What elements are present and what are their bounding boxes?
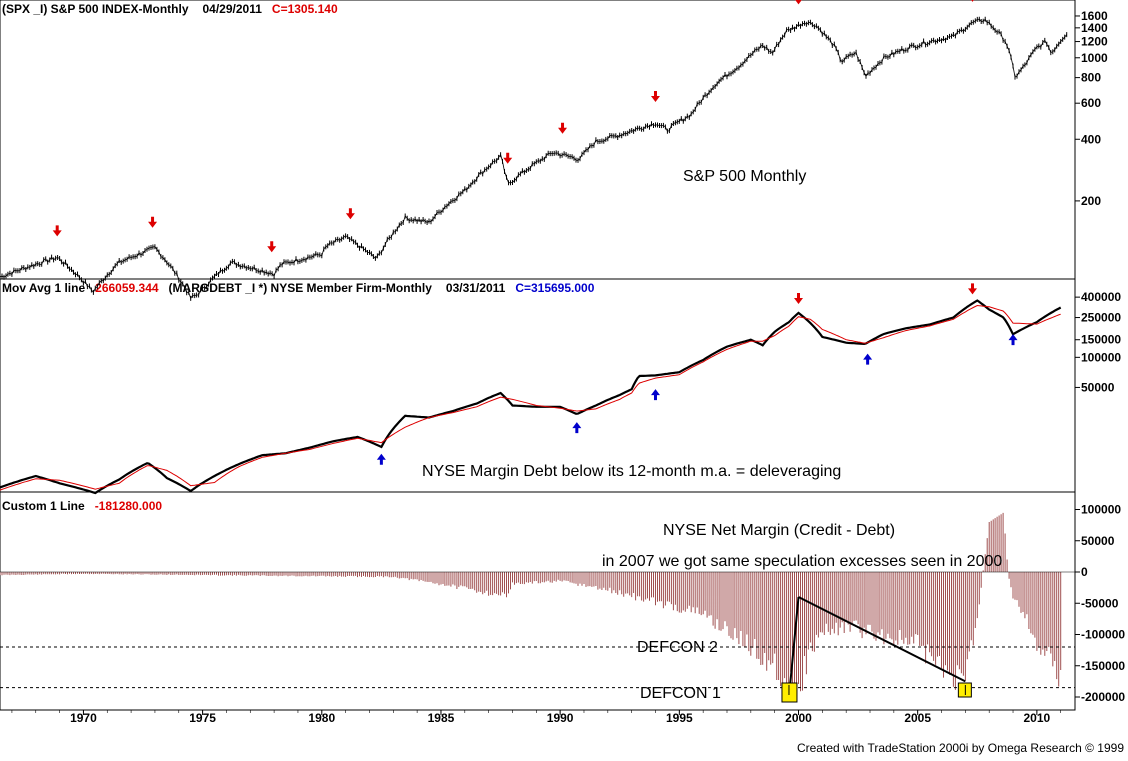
net-margin-y-tick-label: -50000 <box>1081 596 1119 610</box>
sp500-y-tick-label: 800 <box>1081 71 1101 85</box>
sp500-sell-arrow <box>52 225 62 237</box>
sp500-y-tick-label: 600 <box>1081 96 1101 110</box>
panel2-frame <box>0 278 1076 493</box>
margin-y-tick-label: 250000 <box>1081 311 1121 325</box>
net-margin-y-tick-label: 50000 <box>1081 534 1115 548</box>
sp500-sell-arrow <box>148 216 158 228</box>
sp500-y-tick-label: 1200 <box>1081 35 1108 49</box>
x-tick-label: 1990 <box>547 711 574 725</box>
margin-buy-arrow <box>650 389 660 401</box>
margin-y-tick-label: 50000 <box>1081 380 1115 394</box>
panel1-frame <box>0 0 1076 280</box>
sp500-sell-arrow <box>650 91 660 103</box>
margin-buy-arrow <box>863 353 873 365</box>
x-tick-label: 1995 <box>666 711 693 725</box>
sp500-sell-arrow <box>795 0 802 5</box>
defcon2-label: DEFCON 2 <box>637 639 718 656</box>
sp500-y-tick-label: 1000 <box>1081 51 1108 65</box>
panel3-plot: 100000 50000 0 -50000 -100000 -150000 -200000 <box>0 503 1125 704</box>
sp500-y-tick-label: 400 <box>1081 132 1101 146</box>
sp500-sell-arrow <box>345 208 355 220</box>
net-margin-y-tick-label: 0 <box>1081 565 1088 579</box>
sp500-y-tick-label: 1600 <box>1081 9 1108 23</box>
net-margin-y-tick-label: -200000 <box>1081 690 1125 704</box>
footer-credit: Created with TradeStation 2000i by Omega… <box>797 741 1124 755</box>
spike-line <box>787 596 800 698</box>
panel2-header: Mov Avg 1 line 266059.344 (MARGDEBT _I *) … <box>2 281 595 295</box>
margin-y-tick-label: 150000 <box>1081 333 1121 347</box>
sp500-sell-arrow <box>267 241 277 253</box>
margin-buy-arrow <box>572 422 582 434</box>
sp500-y-tick-label: 200 <box>1081 194 1101 208</box>
defcon1-label: DEFCON 1 <box>640 685 721 702</box>
margin-sell-arrow <box>794 292 804 304</box>
margin-debt-line <box>0 299 1062 495</box>
margin-y-tick-label: 100000 <box>1081 350 1121 364</box>
sp500-line <box>0 18 1068 300</box>
margin-sell-arrow <box>968 283 978 295</box>
x-tick-label: 1980 <box>308 711 335 725</box>
sp500-sell-arrow <box>558 122 568 134</box>
x-tick-label: 2000 <box>785 711 812 725</box>
trend-line <box>798 596 966 683</box>
panel3-annotation-title: NYSE Net Margin (Credit - Debt) <box>663 522 895 539</box>
panel1-header: (SPX _I) S&P 500 INDEX-Monthly 04/29/2011… <box>2 2 338 16</box>
sp500-sell-arrow <box>971 0 974 2</box>
sp500-y-tick-label: 1400 <box>1081 21 1108 35</box>
net-margin-bars <box>0 512 1062 703</box>
margin-buy-arrow <box>1008 334 1018 346</box>
panel1-annotation: S&P 500 Monthly <box>683 168 806 185</box>
x-tick-label: 1970 <box>70 711 97 725</box>
moving-average-line <box>0 304 1061 491</box>
x-tick-label: 2010 <box>1024 711 1051 725</box>
net-margin-y-tick-label: 100000 <box>1081 503 1121 517</box>
panel3-header: Custom 1 Line -181280.000 <box>2 499 162 513</box>
sp500-sell-arrow <box>503 152 513 164</box>
x-tick-label: 1985 <box>428 711 455 725</box>
panel2-annotation: NYSE Margin Debt below its 12-month m.a.… <box>422 463 841 480</box>
panel3-annotation-sub: in 2007 we got same speculation excesses… <box>602 553 1002 570</box>
x-tick-label: 2005 <box>904 711 931 725</box>
margin-buy-arrow <box>376 453 386 465</box>
net-margin-y-tick-label: -100000 <box>1081 628 1125 642</box>
x-axis: 1970 1975 1980 1985 1990 1995 2000 2005 2010 <box>11 710 1061 725</box>
x-tick-label: 1975 <box>189 711 216 725</box>
panel2-plot: 400000 250000 150000 100000 50000 <box>0 283 1121 495</box>
net-margin-y-tick-label: -150000 <box>1081 659 1125 673</box>
margin-y-tick-label: 400000 <box>1081 290 1121 304</box>
sp500-bars <box>0 16 1068 301</box>
